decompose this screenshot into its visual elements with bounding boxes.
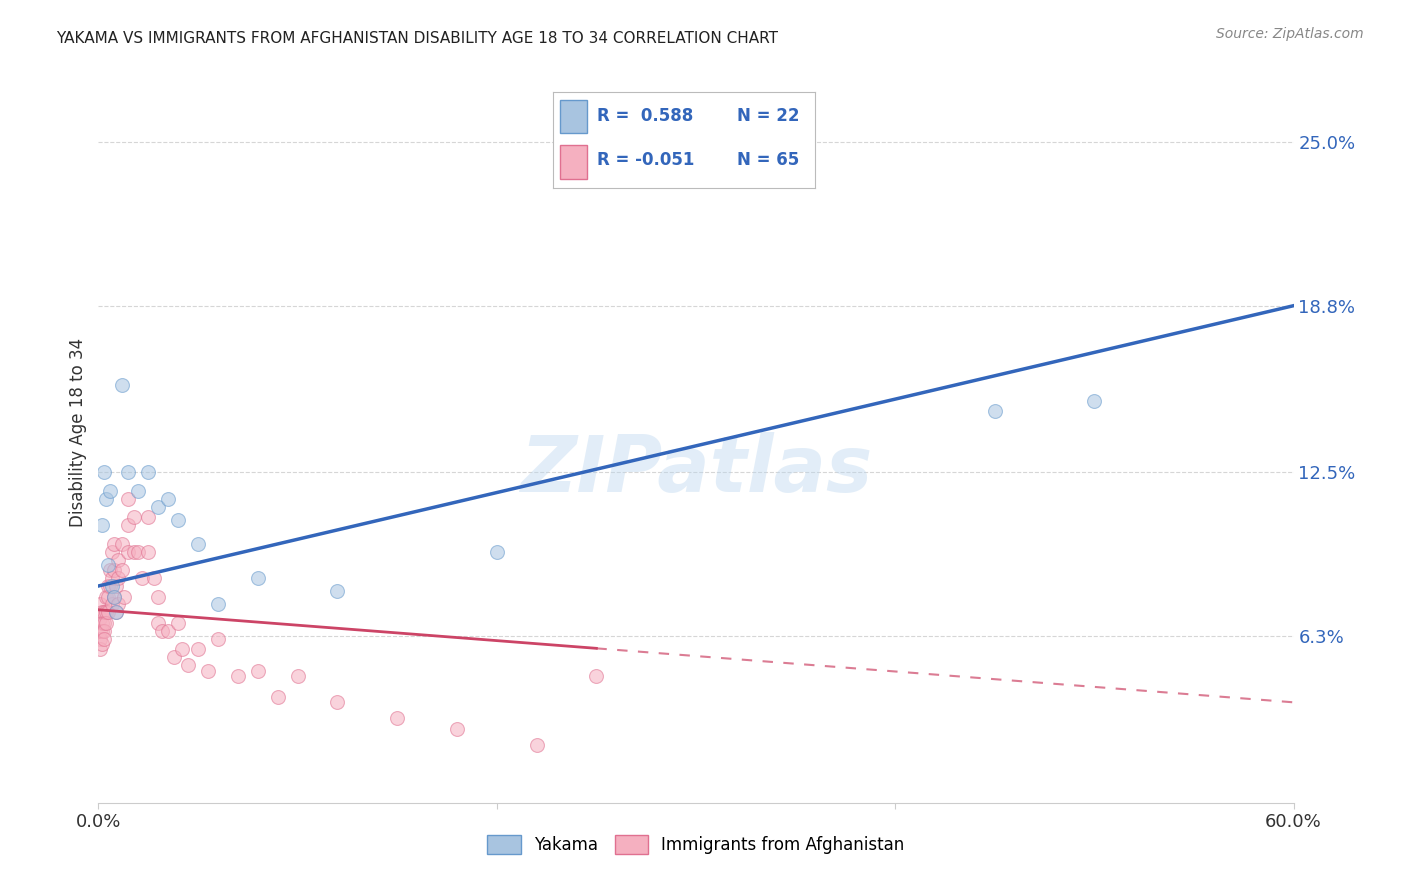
Point xyxy=(98,483,122,498)
Point xyxy=(267,690,290,704)
Point xyxy=(136,510,159,524)
Point xyxy=(105,606,128,620)
Point xyxy=(89,642,111,657)
Point xyxy=(385,711,409,725)
Point xyxy=(89,610,111,624)
Text: Source: ZipAtlas.com: Source: ZipAtlas.com xyxy=(1216,27,1364,41)
Point xyxy=(96,590,118,604)
Text: YAKAMA VS IMMIGRANTS FROM AFGHANISTAN DISABILITY AGE 18 TO 34 CORRELATION CHART: YAKAMA VS IMMIGRANTS FROM AFGHANISTAN DI… xyxy=(56,31,779,46)
Point xyxy=(163,650,186,665)
Point xyxy=(93,624,115,638)
Point xyxy=(143,571,166,585)
Point xyxy=(112,590,135,604)
Point xyxy=(91,518,114,533)
Point xyxy=(127,544,149,558)
Point xyxy=(246,571,269,585)
Point xyxy=(117,465,139,479)
Point xyxy=(187,642,209,657)
Point xyxy=(96,606,118,620)
Point xyxy=(93,606,115,620)
Point xyxy=(127,483,149,498)
Point xyxy=(172,642,194,657)
Point xyxy=(97,579,120,593)
Point xyxy=(97,606,120,620)
Point xyxy=(101,579,124,593)
Point xyxy=(97,558,120,572)
Point xyxy=(136,544,159,558)
Point xyxy=(91,637,114,651)
Point xyxy=(136,465,159,479)
Point xyxy=(89,632,111,646)
Point xyxy=(93,615,115,630)
Point xyxy=(207,632,229,646)
Point xyxy=(98,579,122,593)
Point xyxy=(197,664,219,678)
Point xyxy=(585,669,607,683)
Point xyxy=(93,632,115,646)
Point xyxy=(526,738,548,752)
Point xyxy=(107,598,129,612)
Point xyxy=(91,624,114,638)
Point xyxy=(93,465,115,479)
Point xyxy=(246,664,269,678)
Legend: Yakama, Immigrants from Afghanistan: Yakama, Immigrants from Afghanistan xyxy=(481,829,911,861)
Point xyxy=(984,404,1007,418)
Point xyxy=(226,669,249,683)
Point xyxy=(485,544,508,558)
Point xyxy=(124,544,146,558)
Point xyxy=(177,658,200,673)
Point xyxy=(326,584,349,599)
Point xyxy=(103,536,125,550)
Point xyxy=(103,590,125,604)
Point xyxy=(446,722,468,736)
Point xyxy=(107,571,129,585)
Point xyxy=(157,491,180,506)
Point xyxy=(101,544,124,558)
Point xyxy=(117,491,139,506)
Point xyxy=(167,615,190,630)
Point xyxy=(148,500,170,514)
Point xyxy=(91,615,114,630)
Text: ZIPatlas: ZIPatlas xyxy=(520,432,872,508)
Point xyxy=(96,491,118,506)
Point xyxy=(1083,393,1105,408)
Y-axis label: Disability Age 18 to 34: Disability Age 18 to 34 xyxy=(69,338,87,527)
Point xyxy=(117,544,139,558)
Point xyxy=(89,598,111,612)
Point xyxy=(105,606,128,620)
Point xyxy=(150,624,173,638)
Point xyxy=(131,571,153,585)
Point xyxy=(167,513,190,527)
Point xyxy=(96,615,118,630)
Point xyxy=(287,669,309,683)
Point xyxy=(103,563,125,577)
Point xyxy=(187,536,209,550)
Point xyxy=(117,518,139,533)
Point xyxy=(124,510,146,524)
Point xyxy=(107,552,129,566)
Point xyxy=(103,590,125,604)
Point xyxy=(101,598,124,612)
Point xyxy=(148,615,170,630)
Point xyxy=(326,695,349,709)
Point xyxy=(101,571,124,585)
Point xyxy=(111,563,134,577)
Point xyxy=(148,590,170,604)
Point xyxy=(98,563,122,577)
Point xyxy=(97,590,120,604)
Point xyxy=(157,624,180,638)
Point xyxy=(207,598,229,612)
Point xyxy=(105,579,128,593)
Point xyxy=(91,606,114,620)
Point xyxy=(89,624,111,638)
Point xyxy=(111,536,134,550)
Point xyxy=(111,378,134,392)
